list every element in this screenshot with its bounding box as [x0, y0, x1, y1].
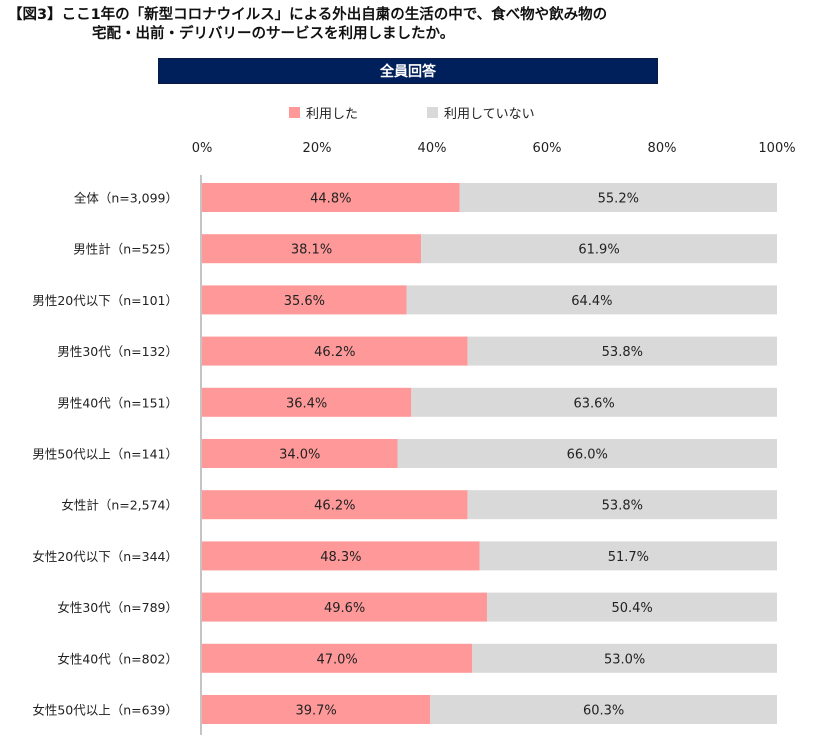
bar-used [202, 439, 398, 468]
x-tick-label: 100% [758, 141, 795, 156]
bar-not-used [421, 234, 777, 264]
bar-used [202, 336, 468, 366]
respondent-banner: 全員回答 [158, 58, 658, 84]
data-label-not-used: 63.6% [573, 396, 614, 411]
category-label: 女性計（n=2,574） [61, 498, 178, 513]
legend-swatch-not-used [427, 107, 438, 118]
bar-not-used [479, 541, 777, 571]
data-label-not-used: 53.0% [604, 652, 645, 667]
chart-title: 【図3】ここ1年の「新型コロナウイルス」による外出自粛の生活の中で、食べ物や飲み… [8, 6, 798, 44]
data-label-not-used: 61.9% [578, 243, 619, 258]
bar-used [202, 387, 412, 417]
category-label: 男性50代以上（n=141） [32, 447, 178, 462]
data-label-used: 39.7% [295, 704, 336, 719]
category-label: 女性20代以下（n=344） [32, 549, 178, 564]
data-label-not-used: 60.3% [583, 704, 624, 719]
bar-used [202, 183, 460, 212]
data-label-not-used: 53.8% [602, 499, 643, 514]
x-tick-label: 0% [192, 141, 213, 156]
category-label: 女性40代（n=802） [57, 651, 178, 666]
data-label-used: 36.4% [286, 396, 327, 411]
data-label-used: 49.6% [324, 601, 365, 616]
bar-not-used [472, 643, 777, 673]
category-label: 男性30代（n=132） [57, 344, 178, 359]
category-label: 男性40代（n=151） [57, 395, 178, 410]
data-label-not-used: 64.4% [571, 294, 612, 309]
data-label-not-used: 53.8% [602, 345, 643, 360]
data-label-used: 35.6% [284, 294, 325, 309]
bar-not-used [411, 387, 777, 417]
category-label: 女性30代（n=789） [57, 600, 178, 615]
bar-not-used [430, 695, 777, 724]
legend-item-not-used: 利用していない [427, 103, 535, 122]
bar-not-used [467, 490, 777, 520]
legend-swatch-used [289, 107, 300, 118]
bar-used [202, 234, 422, 264]
bar-used [202, 285, 407, 315]
data-label-used: 38.1% [291, 243, 332, 258]
category-label: 男性計（n=525） [73, 242, 178, 257]
bar-not-used [406, 285, 777, 315]
title-line-1: 【図3】ここ1年の「新型コロナウイルス」による外出自粛の生活の中で、食べ物や飲み… [8, 7, 608, 23]
legend: 利用した 利用していない [0, 103, 819, 122]
data-label-not-used: 51.7% [608, 550, 649, 565]
legend-item-used: 利用した [289, 103, 358, 122]
bar-used [202, 490, 468, 520]
bar-not-used [487, 592, 777, 622]
title-line-2: 宅配・出前・デリバリーのサービスを利用しましたか。 [92, 26, 455, 42]
bar-not-used [467, 336, 777, 366]
data-label-used: 47.0% [316, 652, 357, 667]
data-label-not-used: 50.4% [611, 601, 652, 616]
x-tick-label: 40% [418, 141, 447, 156]
bar-used [202, 695, 431, 724]
data-label-not-used: 66.0% [567, 448, 608, 463]
x-tick-label: 20% [303, 141, 332, 156]
data-label-used: 44.8% [310, 192, 351, 207]
bar-not-used [459, 183, 777, 212]
x-tick-label: 80% [648, 141, 677, 156]
category-label: 全体（n=3,099） [74, 191, 178, 206]
data-label-used: 46.2% [314, 499, 355, 514]
legend-label-not-used: 利用していない [444, 107, 535, 122]
category-label: 男性20代以下（n=101） [32, 293, 178, 308]
data-label-used: 48.3% [320, 550, 361, 565]
data-label-not-used: 55.2% [598, 192, 639, 207]
data-label-used: 46.2% [314, 345, 355, 360]
bar-not-used [397, 439, 777, 468]
data-label-used: 34.0% [279, 448, 320, 463]
legend-label-used: 利用した [306, 107, 359, 122]
bar-used [202, 643, 473, 673]
bar-used [202, 592, 488, 622]
bar-used [202, 541, 480, 571]
x-tick-label: 60% [533, 141, 562, 156]
category-label: 女性50代以上（n=639） [32, 703, 178, 718]
